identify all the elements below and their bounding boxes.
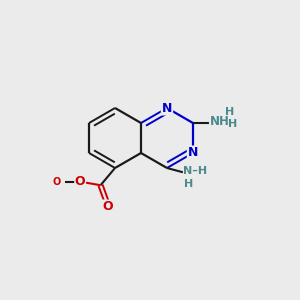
Text: N: N (162, 101, 172, 115)
Text: H: H (184, 178, 193, 189)
Text: N: N (188, 146, 198, 160)
Text: O: O (52, 177, 60, 187)
Text: O: O (102, 200, 113, 213)
Text: NH: NH (209, 115, 229, 128)
Text: N–H: N–H (183, 166, 208, 176)
Text: O: O (75, 175, 86, 188)
Text: H: H (225, 106, 234, 117)
Text: H: H (228, 119, 237, 130)
